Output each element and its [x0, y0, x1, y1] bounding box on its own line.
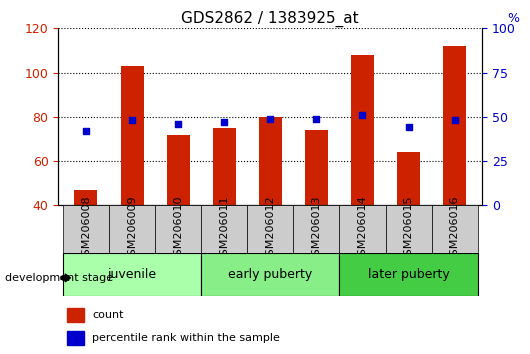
FancyBboxPatch shape: [201, 205, 248, 253]
FancyBboxPatch shape: [63, 253, 201, 296]
Point: [358, 112, 367, 118]
Point: [174, 121, 182, 127]
Point: [220, 119, 228, 125]
Text: GSM206009: GSM206009: [127, 195, 137, 263]
Bar: [397, 152, 420, 205]
Text: count: count: [92, 310, 123, 320]
Bar: [67, 308, 84, 321]
Text: GSM206011: GSM206011: [219, 195, 229, 263]
Text: %: %: [508, 12, 520, 25]
Text: juvenile: juvenile: [108, 268, 156, 281]
Text: GSM206016: GSM206016: [449, 195, 460, 263]
Text: GSM206010: GSM206010: [173, 195, 183, 263]
Bar: [443, 46, 466, 205]
Text: GSM206012: GSM206012: [266, 195, 275, 263]
Point: [404, 125, 413, 130]
Text: development stage: development stage: [5, 273, 113, 283]
FancyBboxPatch shape: [248, 205, 293, 253]
Bar: [74, 190, 98, 205]
FancyBboxPatch shape: [339, 205, 385, 253]
Bar: [351, 55, 374, 205]
Bar: [213, 128, 236, 205]
Text: GSM206013: GSM206013: [312, 195, 321, 263]
Text: GSM206014: GSM206014: [357, 195, 367, 263]
Bar: [259, 117, 282, 205]
Text: early puberty: early puberty: [228, 268, 312, 281]
FancyBboxPatch shape: [293, 205, 339, 253]
FancyBboxPatch shape: [201, 253, 339, 296]
Point: [450, 118, 459, 123]
Bar: [120, 66, 144, 205]
Text: GSM206015: GSM206015: [403, 195, 413, 263]
Bar: [166, 135, 190, 205]
Text: GSM206008: GSM206008: [81, 195, 91, 263]
Bar: [305, 130, 328, 205]
FancyBboxPatch shape: [109, 205, 155, 253]
Point: [266, 116, 275, 121]
FancyBboxPatch shape: [385, 205, 431, 253]
FancyBboxPatch shape: [155, 205, 201, 253]
Title: GDS2862 / 1383925_at: GDS2862 / 1383925_at: [181, 11, 359, 27]
FancyBboxPatch shape: [339, 253, 478, 296]
Bar: [67, 331, 84, 345]
Point: [128, 118, 136, 123]
Text: later puberty: later puberty: [368, 268, 449, 281]
Point: [82, 128, 90, 134]
Point: [312, 116, 321, 121]
Text: percentile rank within the sample: percentile rank within the sample: [92, 333, 280, 343]
FancyBboxPatch shape: [431, 205, 478, 253]
FancyBboxPatch shape: [63, 205, 109, 253]
